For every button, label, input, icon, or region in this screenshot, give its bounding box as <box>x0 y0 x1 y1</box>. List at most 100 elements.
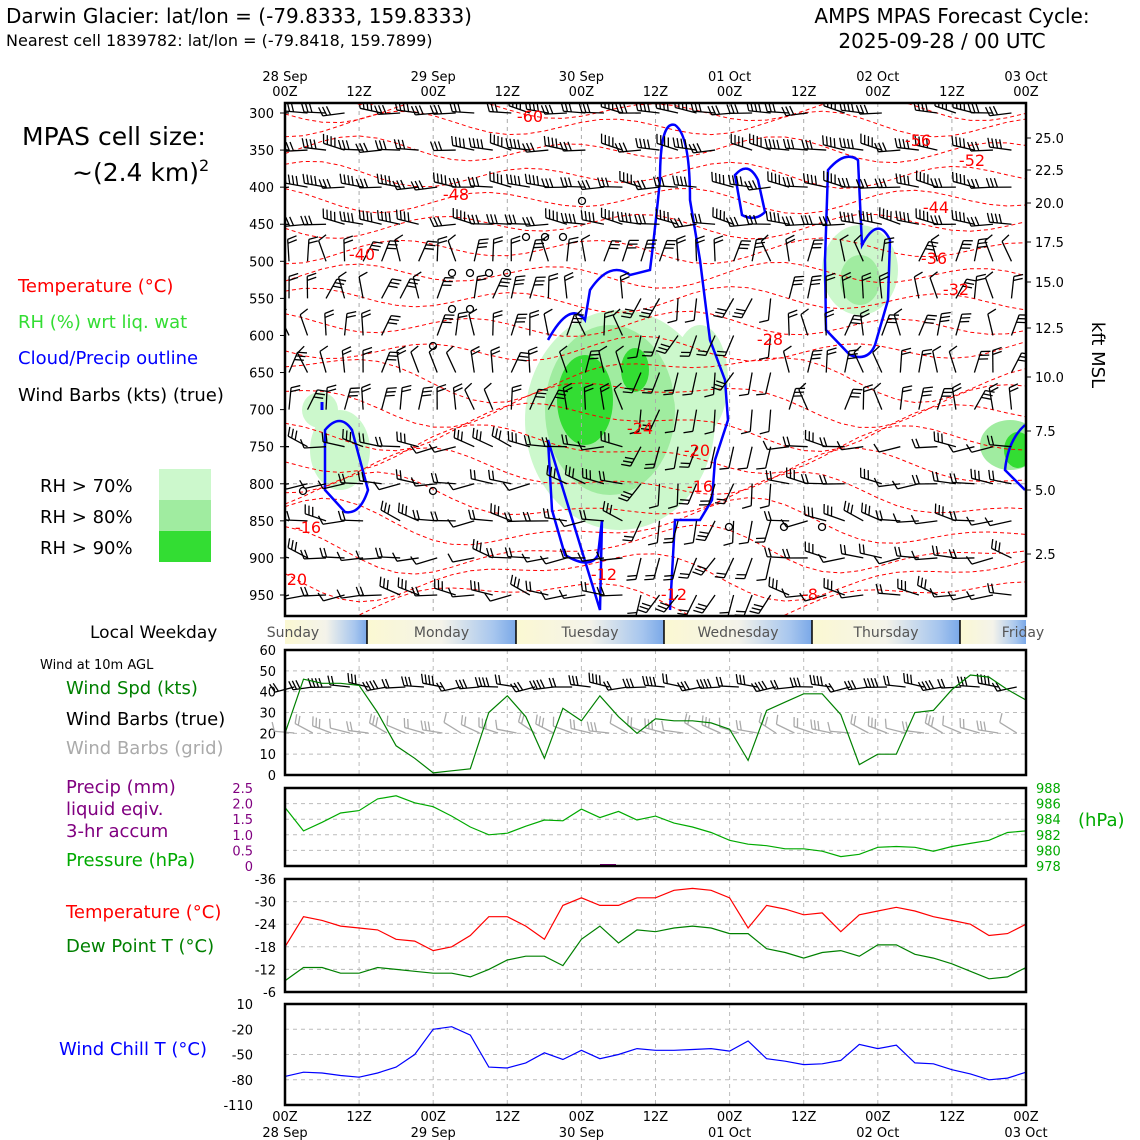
wind-barb <box>447 234 457 262</box>
wind-barb <box>913 271 923 299</box>
wind-barb <box>510 384 522 410</box>
wind-barb <box>447 587 475 598</box>
wind-barb <box>436 277 455 299</box>
wind-barb <box>892 513 919 523</box>
wind-barb <box>489 171 512 188</box>
wind-barb <box>936 387 954 410</box>
temperature-label: -32 <box>943 280 969 299</box>
wind-barb <box>325 278 347 299</box>
bottom-tick-label: 00Z <box>865 1110 891 1125</box>
wind-barb <box>357 471 382 485</box>
panel-tick-label: -30 <box>255 896 276 911</box>
wind-barb <box>770 679 795 690</box>
wind-barb <box>931 471 956 485</box>
wind-barb <box>621 239 639 262</box>
wind-barb <box>824 682 851 693</box>
top-tick-label: 12Z <box>495 85 521 100</box>
wind-barb <box>667 483 679 510</box>
wind-barb <box>918 314 937 336</box>
wind-barb <box>429 216 456 228</box>
wind-barb <box>561 434 586 448</box>
top-date-label: 03 Oct <box>1004 70 1047 85</box>
temperature-contour <box>285 285 1026 314</box>
wind-barb <box>930 234 940 262</box>
wind-barb <box>951 171 975 188</box>
wind-barb <box>696 678 721 690</box>
kft-tick-label: 20.0 <box>1035 197 1064 212</box>
wind-barb <box>411 586 438 597</box>
wind-barb <box>712 207 734 225</box>
wind-barb <box>321 432 345 448</box>
wind-barb <box>990 538 1012 559</box>
panel-frame <box>283 877 1028 994</box>
temperature-label: -20 <box>281 570 307 589</box>
wind-barb <box>873 477 901 488</box>
main-grid <box>285 103 1026 616</box>
bottom-tick-label: 12Z <box>495 1110 521 1125</box>
pressure-axis: 300 350 400 450 500 550 600 650 700 750 800 850 900 9… <box>249 107 285 604</box>
wind-barb <box>287 426 308 448</box>
wind-barb <box>782 345 792 373</box>
top-date-label: 01 Oct <box>708 70 751 85</box>
wind-barb <box>453 428 475 448</box>
precip-label-2: liquid eqiv. <box>66 799 163 820</box>
wind-barb <box>337 139 364 151</box>
pressure-tick-label: 980 <box>1036 844 1061 859</box>
wind-barb <box>492 310 503 336</box>
kft-tick-label: 15.0 <box>1035 276 1064 291</box>
wind-barb <box>506 174 530 188</box>
kft-tick-label: 2.5 <box>1035 548 1056 563</box>
wind-barb <box>521 553 549 563</box>
wind-barb <box>304 504 327 522</box>
pressure-tick-label: 850 <box>249 515 274 530</box>
wind-barb <box>545 208 568 225</box>
wind-barb <box>483 382 494 410</box>
wind-barb <box>878 271 889 299</box>
wind-barb <box>965 556 994 565</box>
weekday-label: Sunday <box>267 625 319 641</box>
wind-barb <box>484 592 512 602</box>
wind-barb <box>678 483 698 505</box>
wind-barb <box>655 208 679 225</box>
wind-barb <box>626 557 642 581</box>
wind-barb <box>860 133 883 151</box>
wind-barb <box>564 464 586 485</box>
wind-barb <box>676 680 702 692</box>
chill-tick-label: -20 <box>232 1023 253 1038</box>
wind-barb <box>381 240 400 262</box>
wind-barb <box>914 135 938 151</box>
temperature-label: -48 <box>443 185 469 204</box>
temperature-label: -16 <box>295 518 321 537</box>
wind-barb <box>644 557 661 581</box>
wind-barb <box>804 429 827 448</box>
wind-barb <box>843 679 869 691</box>
wind-barb <box>598 345 608 373</box>
temperature-contour <box>285 524 1026 575</box>
wind-barb <box>539 555 568 565</box>
wind-barb <box>987 137 1012 151</box>
wind-barb <box>374 436 401 448</box>
wind-barb <box>682 372 698 396</box>
panel-tick-label: 30 <box>259 707 276 722</box>
wind-barb <box>719 446 735 470</box>
wind-barb <box>803 505 827 522</box>
wind-barb <box>288 272 299 299</box>
wind-barb <box>492 277 512 299</box>
wind-barb <box>343 235 354 262</box>
top-tick-label: 00Z <box>569 85 595 100</box>
wind-barb <box>529 679 554 691</box>
wind-barb <box>679 335 698 357</box>
wind-barb <box>672 137 697 151</box>
chill-label: Wind Chill T (°C) <box>59 1039 207 1060</box>
wind-barb <box>472 427 494 448</box>
wind-barb <box>380 500 401 522</box>
wind-barb <box>397 577 419 596</box>
wind-barb <box>337 510 364 522</box>
wind-barb <box>984 105 1012 117</box>
wind-barb <box>395 469 419 485</box>
temperature-contour <box>285 471 1026 516</box>
wind-barb <box>693 594 716 614</box>
wind-barb <box>460 715 480 734</box>
panel-tick-label: 20 <box>259 727 276 742</box>
panel-tick-label: -12 <box>255 963 276 978</box>
